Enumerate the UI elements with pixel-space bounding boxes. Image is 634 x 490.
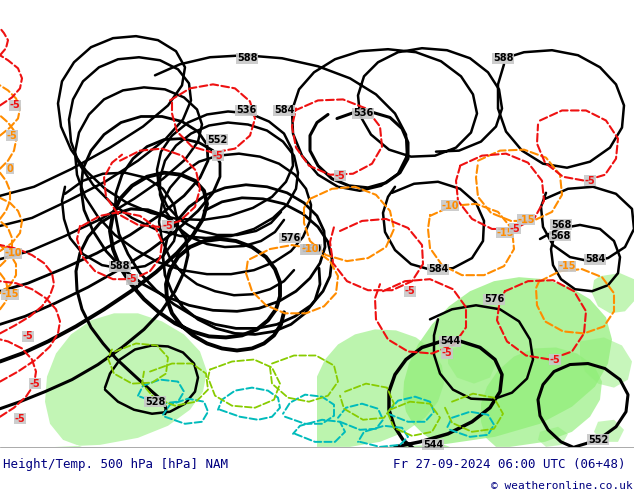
Text: -15: -15: [496, 228, 514, 238]
Polygon shape: [0, 313, 207, 447]
Text: 560: 560: [301, 244, 321, 254]
Text: Height/Temp. 500 hPa [hPa] NAM: Height/Temp. 500 hPa [hPa] NAM: [3, 458, 228, 470]
Text: 584: 584: [585, 254, 605, 264]
Text: 544: 544: [440, 337, 460, 346]
Text: 536: 536: [236, 105, 256, 116]
Text: -15: -15: [517, 215, 534, 225]
Text: © weatheronline.co.uk: © weatheronline.co.uk: [491, 481, 633, 490]
Text: -15: -15: [559, 261, 576, 271]
Text: 0: 0: [6, 164, 13, 174]
Polygon shape: [317, 277, 612, 447]
Text: 588: 588: [110, 261, 130, 271]
Text: 568: 568: [551, 220, 571, 230]
Text: -5: -5: [404, 286, 415, 296]
Text: -5: -5: [15, 414, 25, 424]
Text: -5: -5: [23, 331, 34, 342]
Text: -10: -10: [301, 244, 319, 254]
Text: 588: 588: [236, 53, 257, 63]
Polygon shape: [592, 273, 634, 313]
Polygon shape: [580, 338, 632, 388]
Polygon shape: [470, 347, 602, 447]
Text: 552: 552: [588, 435, 608, 445]
Text: 536: 536: [353, 108, 373, 119]
Text: 528: 528: [145, 397, 165, 407]
Text: 576: 576: [484, 294, 504, 304]
Polygon shape: [594, 420, 624, 442]
Polygon shape: [448, 343, 496, 384]
Text: 568: 568: [550, 231, 570, 241]
Polygon shape: [538, 427, 568, 447]
Text: 584: 584: [428, 264, 448, 274]
Text: -5: -5: [212, 150, 223, 161]
Text: 584: 584: [274, 105, 294, 116]
Text: -10: -10: [4, 248, 22, 258]
Text: 544: 544: [423, 440, 443, 450]
Text: -5: -5: [585, 176, 595, 186]
Text: 588: 588: [493, 53, 514, 63]
Text: -5: -5: [163, 221, 173, 231]
Text: 576: 576: [280, 233, 300, 243]
Text: -5: -5: [30, 379, 41, 389]
Text: -5: -5: [127, 274, 138, 284]
Text: -5: -5: [335, 171, 346, 181]
Text: -5: -5: [510, 224, 521, 234]
Text: Fr 27-09-2024 06:00 UTC (06+48): Fr 27-09-2024 06:00 UTC (06+48): [393, 458, 626, 470]
Text: -5: -5: [6, 130, 17, 141]
Polygon shape: [317, 329, 444, 447]
Text: -5: -5: [550, 354, 560, 365]
Text: -15: -15: [1, 289, 19, 299]
Text: -5: -5: [442, 348, 453, 359]
Text: -5: -5: [10, 100, 20, 110]
Text: 552: 552: [207, 135, 227, 145]
Text: -10: -10: [441, 201, 459, 211]
